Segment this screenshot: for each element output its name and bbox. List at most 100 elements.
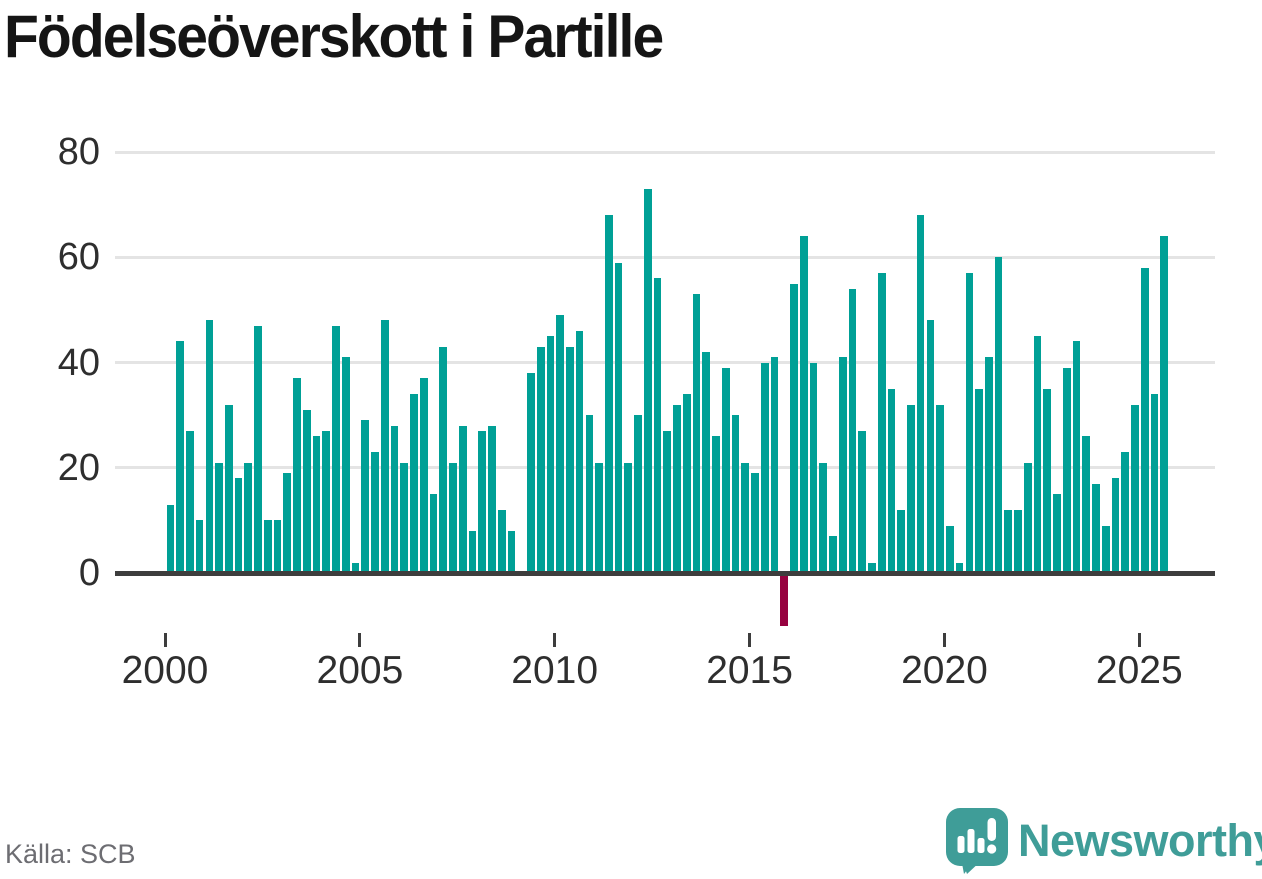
bar [1033, 336, 1042, 573]
newsworthy-logo-icon [946, 808, 1008, 874]
gridline [115, 361, 1215, 364]
bar [566, 346, 574, 573]
bar [449, 462, 457, 573]
x-axis-label: 2005 [316, 649, 404, 692]
bar [946, 525, 954, 573]
bar [293, 378, 301, 573]
bar [556, 315, 564, 573]
bar [1062, 367, 1071, 573]
x-axis-tick [553, 633, 557, 647]
bar [605, 215, 613, 573]
bar [673, 404, 681, 573]
bar [634, 415, 642, 573]
bar [507, 530, 516, 573]
x-axis-label: 2020 [901, 649, 988, 692]
chart-title: Födelseöverskott i Partille [4, 3, 664, 70]
bar [244, 462, 253, 573]
bar [907, 404, 915, 573]
bar [527, 373, 535, 573]
bar [994, 257, 1003, 574]
x-axis-tick [943, 633, 946, 647]
bar [595, 462, 603, 573]
bar [624, 462, 633, 573]
bar [848, 288, 857, 573]
bar [1121, 452, 1130, 573]
bar [1053, 494, 1061, 573]
bar [1140, 267, 1149, 573]
gridline [115, 255, 1215, 259]
bar [468, 530, 477, 573]
bar [429, 494, 438, 573]
bar [760, 362, 769, 573]
bar [887, 388, 896, 573]
y-axis-label: 0 [78, 552, 100, 594]
bar [195, 520, 204, 573]
bar [254, 325, 262, 573]
bar [234, 478, 243, 573]
x-axis-line [115, 570, 1215, 576]
bar [283, 473, 292, 573]
source-caption: Källa: SCB [5, 839, 136, 869]
bar [1072, 341, 1081, 573]
bar [936, 404, 944, 573]
x-axis-tick [163, 633, 167, 647]
x-axis-label: 2015 [706, 649, 793, 692]
bar [1150, 394, 1159, 573]
bar [1082, 436, 1091, 573]
bar [780, 573, 789, 626]
bar [419, 378, 428, 573]
newsworthy-logo[interactable]: Newsworthy [946, 808, 1262, 874]
bar [176, 341, 184, 573]
bar [858, 430, 867, 573]
bar [721, 367, 730, 573]
bar [663, 430, 672, 573]
bar [731, 415, 740, 573]
bar [614, 262, 623, 573]
bar [965, 273, 974, 573]
bar [371, 452, 379, 573]
bar [692, 294, 701, 573]
bar [497, 509, 506, 574]
bar [1092, 483, 1100, 573]
bar [1004, 509, 1013, 574]
bar [770, 357, 779, 573]
bar [1023, 462, 1032, 573]
x-axis-tick [748, 633, 752, 647]
bar [868, 562, 876, 573]
bar [809, 362, 818, 573]
bar [205, 320, 214, 573]
bar [312, 436, 321, 573]
bar [166, 504, 175, 573]
bar [926, 320, 935, 573]
bar [897, 509, 906, 574]
bar [1160, 236, 1169, 573]
bar [341, 357, 350, 573]
bar [410, 394, 418, 573]
bar [351, 562, 360, 573]
bar [585, 415, 594, 573]
y-axis-label: 60 [57, 236, 100, 279]
bar [829, 536, 837, 573]
bar [741, 462, 750, 573]
bar [302, 409, 311, 573]
y-axis-label: 40 [57, 341, 100, 384]
gridline [115, 150, 1215, 154]
bar [643, 188, 652, 573]
bar [877, 273, 886, 573]
bar [975, 388, 983, 573]
bar [1014, 509, 1022, 574]
bar [546, 336, 555, 573]
bar [1111, 478, 1120, 573]
bar [332, 325, 340, 573]
bar [322, 430, 331, 573]
bar [263, 520, 272, 573]
bar [1043, 388, 1052, 573]
bar [1131, 404, 1139, 573]
newsworthy-wordmark: Newsworthy [1018, 815, 1262, 866]
x-axis-tick [358, 633, 362, 647]
bar [702, 352, 711, 573]
bar [799, 236, 808, 573]
bar [488, 425, 496, 573]
bar [682, 394, 691, 573]
